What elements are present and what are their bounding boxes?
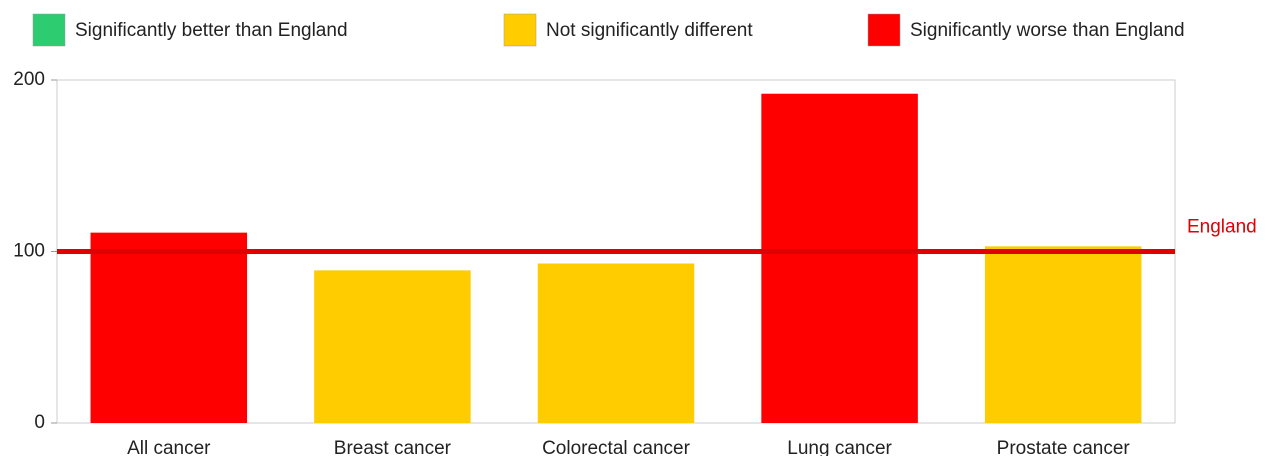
x-tick-label: Colorectal cancer (542, 438, 691, 456)
x-tick-label: Prostate cancer (997, 438, 1131, 456)
legend-swatch (503, 13, 537, 47)
y-tick-label: 0 (34, 412, 45, 433)
reference-label: England (1187, 217, 1257, 238)
y-tick-label: 100 (13, 241, 45, 262)
bar (761, 93, 918, 423)
legend-label: Not significantly different (546, 20, 753, 41)
legend-label: Significantly worse than England (910, 20, 1185, 41)
bar (314, 270, 471, 423)
x-tick-label: All cancer (127, 438, 211, 456)
y-tick-label: 200 (13, 69, 45, 90)
legend-label: Significantly better than England (75, 20, 348, 41)
x-tick-label: Lung cancer (787, 438, 892, 456)
bar (537, 263, 695, 423)
bar (984, 246, 1142, 423)
x-tick-label: Breast cancer (334, 438, 452, 456)
legend-swatch (867, 13, 901, 47)
bar (90, 232, 248, 423)
legend-swatch (32, 13, 66, 47)
